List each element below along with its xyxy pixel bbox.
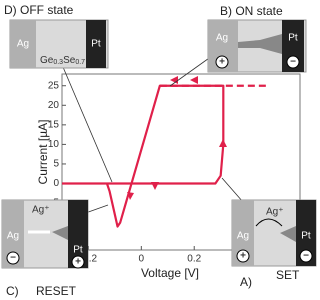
pt-label: Pt [301, 231, 311, 242]
terminal [236, 249, 250, 263]
minus-sign: − [303, 251, 309, 262]
inset-on: B) ON state Ag Pt + − [207, 4, 307, 73]
terminal [6, 251, 20, 265]
inset-label: B) ON state [220, 4, 283, 18]
ag-label: Ag [216, 33, 228, 44]
terminal [299, 249, 313, 263]
y-tick-label: 25 [48, 80, 60, 91]
chem-label: Ge0.3Se0.7 [40, 55, 85, 66]
curve [62, 84, 225, 228]
minus-sign: − [290, 57, 296, 68]
y-tick-label: 10 [48, 139, 60, 150]
plot-frame [61, 73, 301, 251]
inset-letter: C) [6, 284, 19, 298]
pt-label: Pt [288, 33, 298, 44]
filament [52, 226, 68, 240]
direction-arrow [219, 139, 227, 147]
inset-label: D) OFF state [4, 3, 74, 17]
plus-sign: + [75, 257, 81, 268]
ag-electrode [2, 200, 24, 268]
y-tick-label: 5 [53, 159, 59, 170]
y-tick-label: 20 [48, 100, 60, 111]
filament [238, 34, 282, 54]
plus-sign: + [240, 251, 246, 262]
x-tick-label: 0.2 [187, 254, 201, 265]
x-tick-label: -0.2 [80, 254, 98, 265]
y-axis-label: Current [µA] [36, 120, 50, 185]
terminal [71, 255, 85, 269]
inset-reset: Ag⁺ Ag Pt − + C) RESET [1, 199, 89, 298]
pt-electrode [296, 200, 316, 266]
terminal [215, 55, 229, 69]
chem: Ge [40, 55, 54, 66]
inset-off: D) OFF state Ag Pt Ge0.3Se0.7 [4, 3, 109, 69]
inset-set: Ag⁺ Ag Pt + − A) SET [231, 199, 317, 289]
chem: 0.3 [53, 59, 63, 66]
y-tick-label: 15 [48, 119, 60, 130]
direction-arrow [190, 76, 198, 84]
x-tick-label: 0 [139, 254, 145, 265]
ion-arrow [255, 218, 283, 227]
ion-label: Ag⁺ [32, 205, 50, 216]
ag-electrode [232, 200, 254, 266]
direction-arrow [127, 192, 134, 200]
ag-label: Ag [7, 231, 19, 242]
filament [280, 226, 296, 242]
ag-label: Ag [237, 231, 249, 242]
chem: 0.7 [75, 59, 85, 66]
minus-sign: − [10, 253, 16, 264]
ion-label: Ag⁺ [266, 207, 284, 218]
inset-label: SET [276, 268, 300, 282]
ag-electrode [10, 20, 36, 68]
pt-electrode [86, 20, 106, 68]
pt-electrode [68, 200, 88, 268]
direction-arrow [151, 182, 159, 190]
x-axis-label: Voltage [V] [141, 266, 199, 280]
pointer [59, 59, 113, 183]
inset-letter: A) [240, 275, 252, 289]
plus-sign: + [219, 57, 225, 68]
terminal [286, 55, 300, 69]
y-tick-label: 0 [53, 178, 59, 189]
pt-label: Pt [91, 39, 101, 50]
chem: Se [63, 55, 76, 66]
pt-label: Pt [73, 245, 83, 256]
ag-label: Ag [17, 39, 29, 50]
inset-label: RESET [36, 284, 77, 298]
